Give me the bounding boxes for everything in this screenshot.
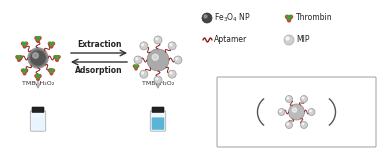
- FancyBboxPatch shape: [150, 111, 166, 131]
- Circle shape: [285, 122, 293, 129]
- Circle shape: [170, 72, 172, 74]
- Circle shape: [301, 122, 307, 129]
- Circle shape: [156, 38, 158, 40]
- Circle shape: [287, 97, 289, 99]
- Polygon shape: [287, 15, 291, 20]
- Circle shape: [287, 123, 289, 125]
- Circle shape: [142, 44, 144, 46]
- Circle shape: [286, 37, 289, 40]
- Circle shape: [302, 97, 304, 99]
- Text: Adsorption: Adsorption: [75, 66, 123, 75]
- Circle shape: [202, 13, 212, 23]
- Circle shape: [28, 48, 48, 68]
- FancyBboxPatch shape: [32, 117, 44, 130]
- Polygon shape: [36, 37, 40, 40]
- Circle shape: [154, 36, 162, 44]
- Circle shape: [140, 42, 148, 50]
- FancyBboxPatch shape: [217, 77, 376, 147]
- Circle shape: [168, 70, 176, 78]
- Polygon shape: [23, 42, 26, 46]
- Polygon shape: [133, 65, 139, 70]
- Polygon shape: [54, 56, 60, 61]
- Circle shape: [288, 104, 305, 120]
- FancyBboxPatch shape: [152, 117, 164, 130]
- Circle shape: [136, 58, 138, 60]
- Text: Aptamer: Aptamer: [214, 36, 247, 45]
- Polygon shape: [36, 75, 40, 79]
- Circle shape: [142, 72, 144, 74]
- Polygon shape: [48, 42, 54, 48]
- Circle shape: [302, 123, 304, 125]
- Polygon shape: [55, 56, 59, 60]
- Polygon shape: [50, 42, 53, 46]
- Circle shape: [31, 51, 45, 65]
- Polygon shape: [23, 69, 26, 73]
- Text: H₂O: H₂O: [352, 117, 367, 126]
- Text: H₂O₂: H₂O₂: [349, 99, 367, 108]
- Circle shape: [280, 110, 281, 112]
- Text: TMB: TMB: [228, 99, 244, 108]
- Polygon shape: [285, 15, 293, 22]
- Polygon shape: [35, 37, 41, 42]
- Circle shape: [204, 15, 207, 18]
- Circle shape: [284, 35, 294, 45]
- FancyBboxPatch shape: [152, 107, 164, 112]
- Text: oxTMB: oxTMB: [228, 117, 253, 126]
- Circle shape: [310, 110, 311, 112]
- Circle shape: [292, 108, 297, 112]
- Text: TMB, H₂O₂: TMB, H₂O₂: [142, 81, 174, 86]
- Polygon shape: [50, 69, 53, 73]
- Circle shape: [285, 96, 293, 102]
- Polygon shape: [22, 42, 28, 48]
- Circle shape: [140, 70, 148, 78]
- Circle shape: [134, 56, 142, 64]
- Circle shape: [308, 108, 315, 116]
- Circle shape: [33, 53, 38, 58]
- Polygon shape: [35, 75, 41, 80]
- Polygon shape: [16, 56, 22, 61]
- Text: Extraction: Extraction: [77, 40, 121, 49]
- FancyBboxPatch shape: [32, 107, 44, 112]
- Polygon shape: [17, 56, 21, 60]
- Circle shape: [147, 49, 169, 71]
- Circle shape: [168, 42, 176, 50]
- FancyBboxPatch shape: [30, 111, 46, 131]
- Circle shape: [278, 108, 285, 116]
- Text: TMB, H₂O₂: TMB, H₂O₂: [22, 81, 54, 86]
- Polygon shape: [134, 65, 138, 68]
- Text: Thrombin: Thrombin: [296, 14, 333, 22]
- Polygon shape: [22, 69, 28, 75]
- Circle shape: [176, 58, 178, 60]
- Text: Fe$_3$O$_4$ NP: Fe$_3$O$_4$ NP: [214, 12, 251, 24]
- Circle shape: [174, 56, 182, 64]
- Polygon shape: [48, 69, 54, 75]
- Circle shape: [301, 96, 307, 102]
- Circle shape: [154, 76, 162, 84]
- Circle shape: [170, 44, 172, 46]
- Circle shape: [152, 54, 158, 60]
- Circle shape: [156, 78, 158, 80]
- Circle shape: [29, 50, 46, 66]
- Text: MIP: MIP: [296, 36, 310, 45]
